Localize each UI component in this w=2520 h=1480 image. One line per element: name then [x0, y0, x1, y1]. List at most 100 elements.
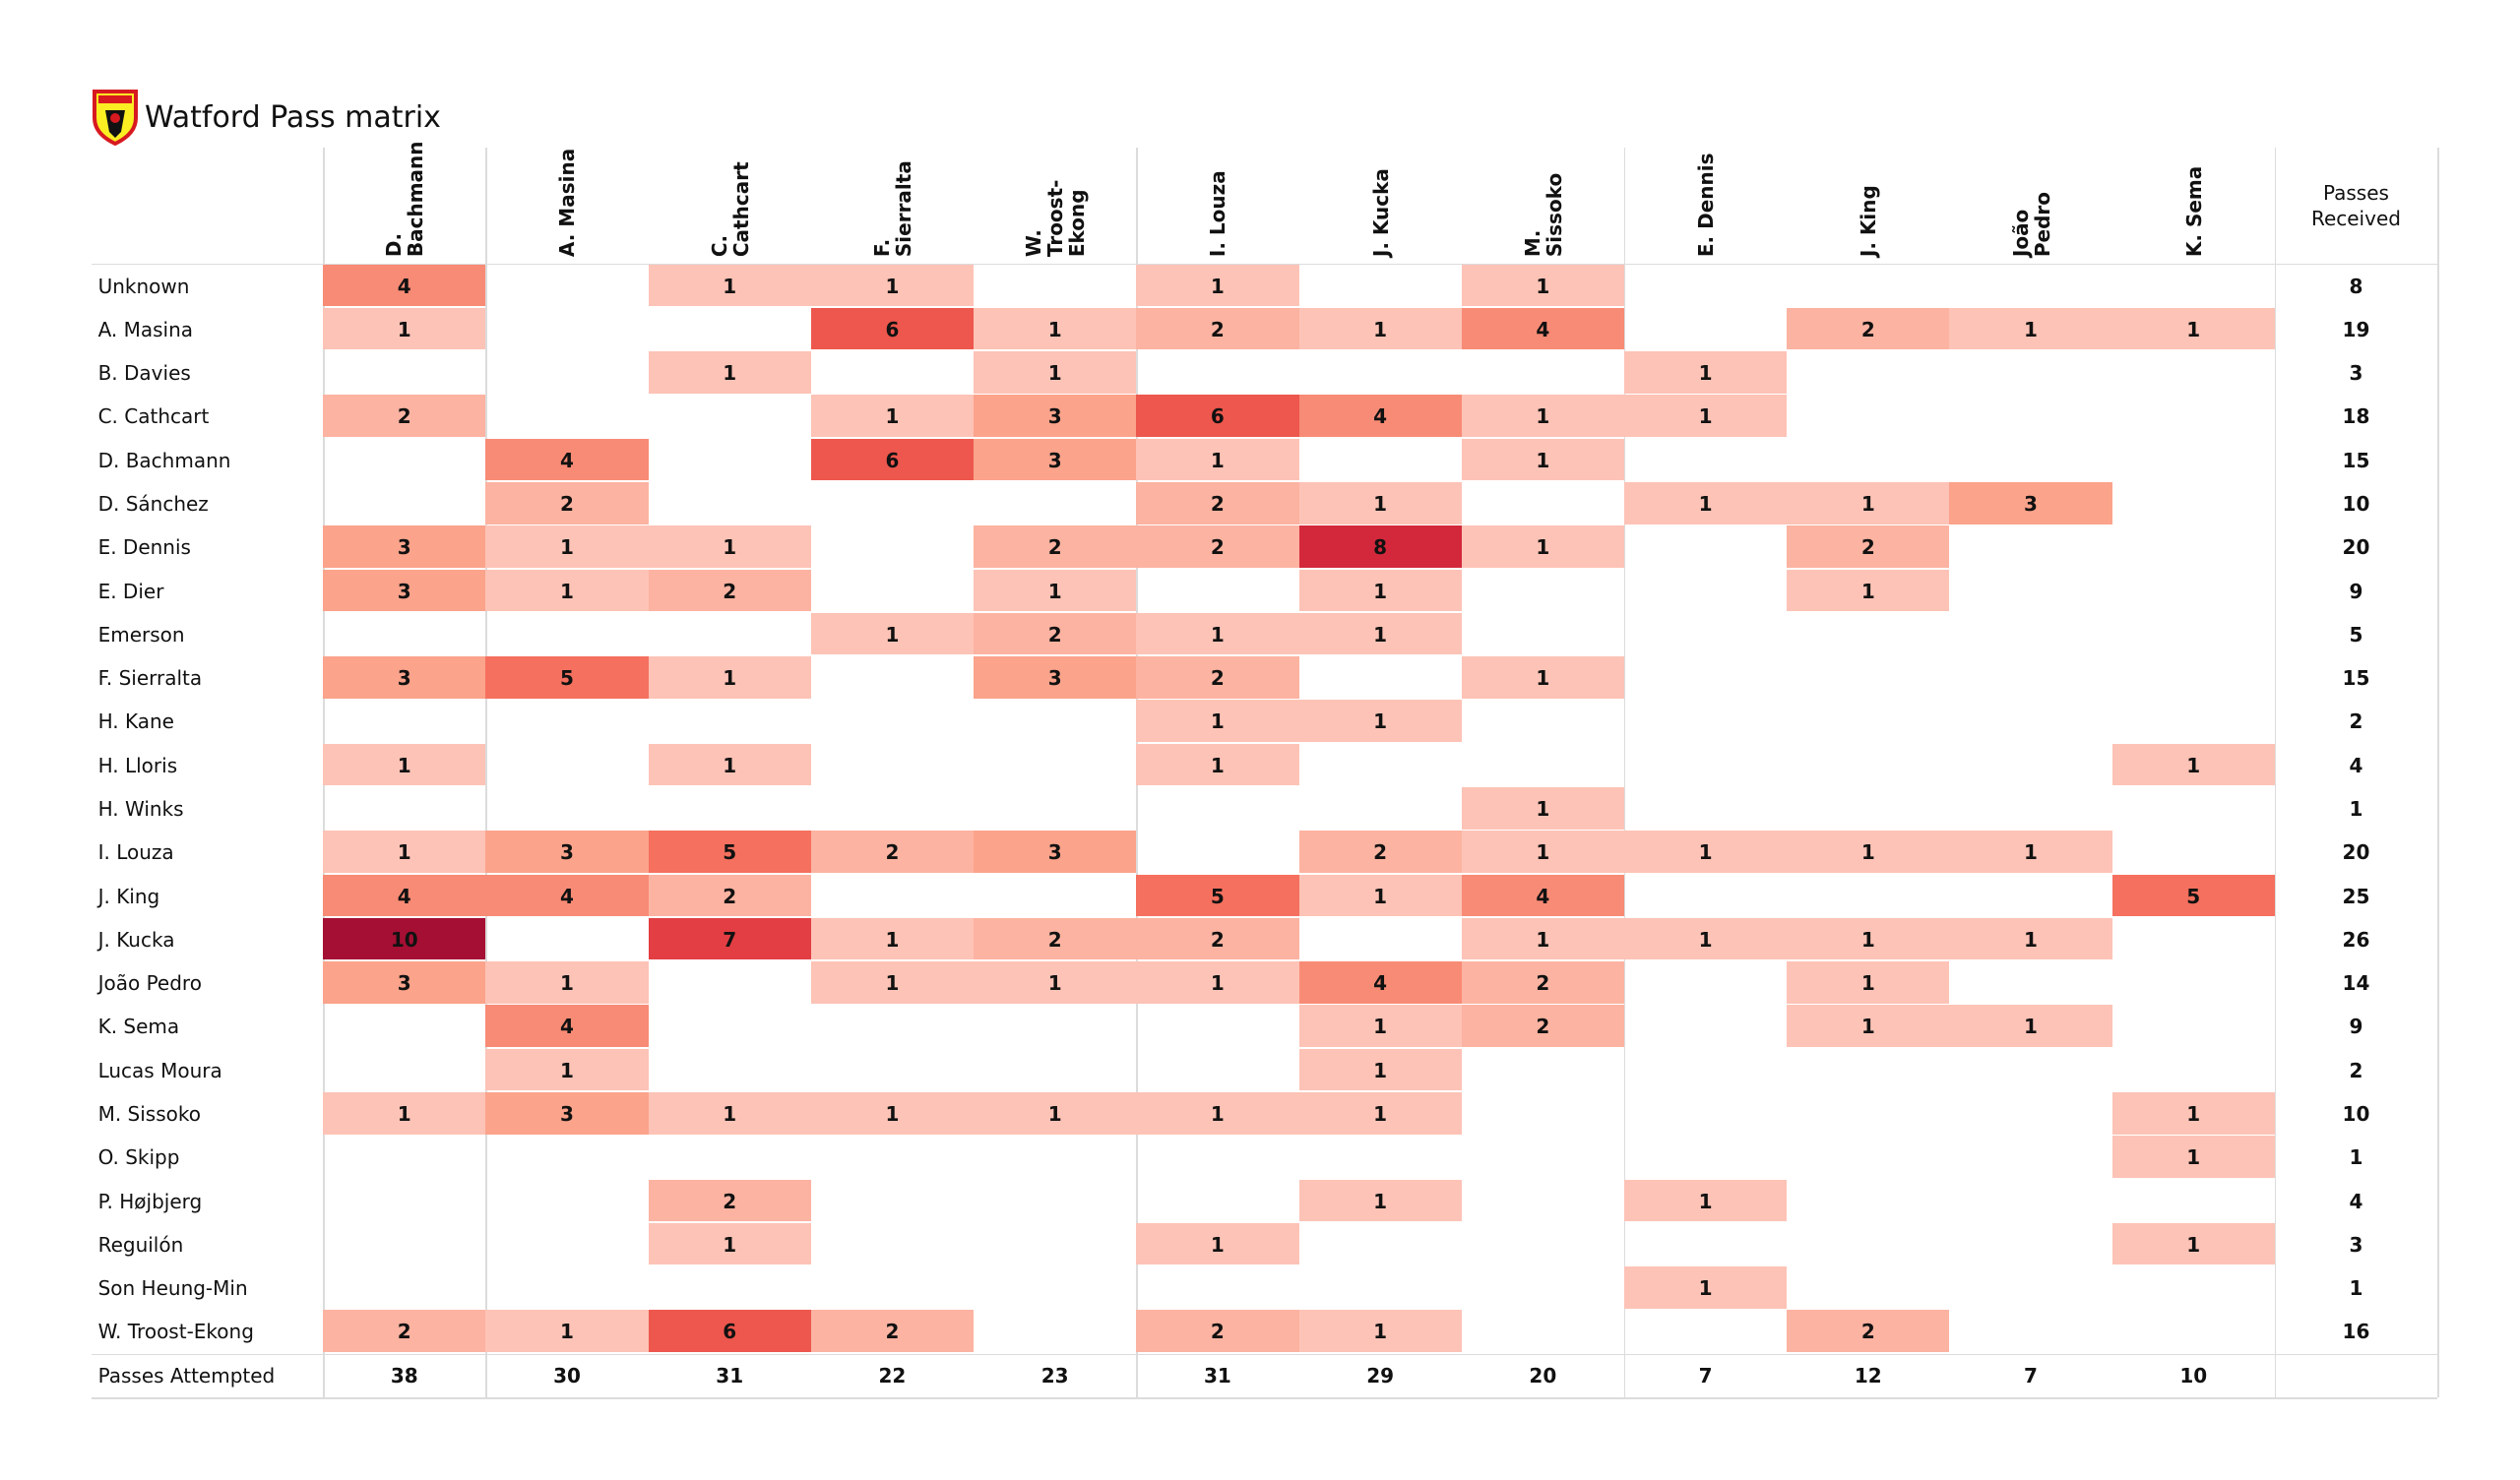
row-total: 14	[2342, 971, 2370, 996]
heatmap-cell	[1949, 482, 2112, 524]
row-total: 9	[2349, 1015, 2363, 1039]
row-total: 1	[2349, 1276, 2363, 1301]
heatmap-cell	[323, 961, 486, 1004]
cell-label: 2	[885, 840, 900, 865]
cell-label: 1	[1698, 492, 1713, 516]
heatmap-cell	[648, 569, 811, 612]
heatmap-cell	[323, 395, 486, 438]
cell-label: 6	[1210, 404, 1225, 429]
row-separator	[92, 1397, 2438, 1399]
cell-label: 2	[1373, 840, 1388, 865]
cell-label: 1	[1047, 361, 1062, 386]
row-total: 15	[2342, 666, 2370, 691]
cell-label: 1	[1536, 797, 1550, 821]
heatmap-cell	[810, 1310, 975, 1353]
heatmap-cell	[1136, 1310, 1299, 1353]
heatmap-cell	[974, 831, 1137, 873]
cell-label: 5	[2186, 884, 2201, 908]
column-separator	[485, 148, 487, 1397]
heatmap-cell	[1623, 1266, 1788, 1309]
heatmap-cell	[648, 1310, 811, 1353]
heatmap-cell	[2111, 1136, 2275, 1178]
column-header: A. Masina	[554, 148, 579, 258]
cell-label: 1	[2024, 1015, 2038, 1039]
heatmap-cell	[1623, 831, 1788, 873]
cell-label: 2	[1536, 971, 1550, 996]
cell-label: 1	[1536, 448, 1550, 472]
heatmap-cell	[1298, 961, 1462, 1004]
heatmap-cell	[1787, 1310, 1950, 1353]
cell-label: 1	[2186, 1145, 2201, 1170]
heatmap-cell	[1623, 482, 1788, 524]
cell-label: 1	[1047, 971, 1062, 996]
heatmap-cell	[648, 1179, 811, 1222]
heatmap-cell	[810, 831, 975, 873]
cell-label: 1	[1536, 404, 1550, 429]
heatmap-cell	[1461, 831, 1624, 873]
heatmap-cell	[1623, 917, 1788, 960]
heatmap-cell	[1787, 569, 1950, 612]
column-total: 10	[2179, 1363, 2208, 1388]
cell-label: 2	[723, 1189, 737, 1213]
heatmap-cell	[485, 1092, 649, 1135]
cell-label: 1	[560, 535, 574, 560]
heatmap-cell	[1298, 395, 1462, 438]
cell-label: 5	[723, 840, 737, 865]
column-header: I. Louza	[1205, 170, 1229, 258]
row-total: 1	[2349, 797, 2363, 821]
cell-label: 1	[723, 753, 737, 777]
cell-label: 8	[1373, 535, 1388, 560]
heatmap-cell	[1136, 525, 1299, 568]
heatmap-cell	[2111, 1092, 2275, 1135]
heatmap-cell	[323, 917, 486, 960]
heatmap-cell	[1136, 264, 1299, 307]
cell-label: 2	[1860, 317, 1875, 341]
heatmap-cell	[1461, 787, 1624, 830]
heatmap-cell	[1136, 482, 1299, 524]
heatmap-cell	[1298, 874, 1462, 917]
cell-label: 1	[1210, 448, 1225, 472]
cell-label: 1	[560, 1320, 574, 1344]
cell-label: 1	[1210, 274, 1225, 298]
cell-label: 1	[1373, 884, 1388, 908]
row-label: C. Cathcart	[97, 404, 210, 429]
heatmap-cell	[1298, 1005, 1462, 1048]
cell-label: 1	[1373, 709, 1388, 734]
heatmap-cell	[1461, 307, 1624, 350]
cell-label: 2	[1210, 1320, 1225, 1344]
cell-label: 1	[723, 1102, 737, 1126]
cell-label: 2	[397, 1320, 411, 1344]
cell-label: 1	[723, 535, 737, 560]
column-header: K. Sema	[2181, 165, 2206, 258]
heatmap-cell	[1461, 961, 1624, 1004]
cell-label: 3	[1047, 666, 1062, 691]
heatmap-cell	[485, 961, 649, 1004]
heatmap-cell	[810, 395, 975, 438]
cell-label: 1	[1536, 840, 1550, 865]
cell-label: 2	[1860, 535, 1875, 560]
cell-label: 1	[885, 622, 900, 647]
row-total: 10	[2342, 492, 2370, 516]
heatmap-cell	[648, 656, 811, 699]
heatmap-cell	[1787, 525, 1950, 568]
heatmap-cell	[1461, 438, 1624, 481]
cell-label: 1	[2186, 753, 2201, 777]
row-label: E. Dier	[97, 579, 164, 603]
cell-label: 2	[1210, 666, 1225, 691]
heatmap-cell	[2111, 743, 2275, 786]
row-label: H. Winks	[97, 797, 184, 821]
heatmap-cell	[648, 264, 811, 307]
row-total: 18	[2342, 404, 2370, 429]
column-header: C. Cathcart	[707, 161, 753, 258]
cell-label: 10	[390, 927, 418, 952]
cell-label: 1	[1373, 1058, 1388, 1082]
cell-label: 6	[885, 448, 900, 472]
column-separator	[2274, 148, 2277, 1397]
cell-label: 1	[885, 1102, 900, 1126]
row-label: A. Masina	[97, 317, 194, 341]
cell-label: 1	[1698, 927, 1713, 952]
cell-label: 1	[1698, 1276, 1713, 1301]
column-separator	[1623, 148, 1626, 1397]
cell-label: 1	[723, 1232, 737, 1257]
row-total: 8	[2349, 274, 2363, 298]
